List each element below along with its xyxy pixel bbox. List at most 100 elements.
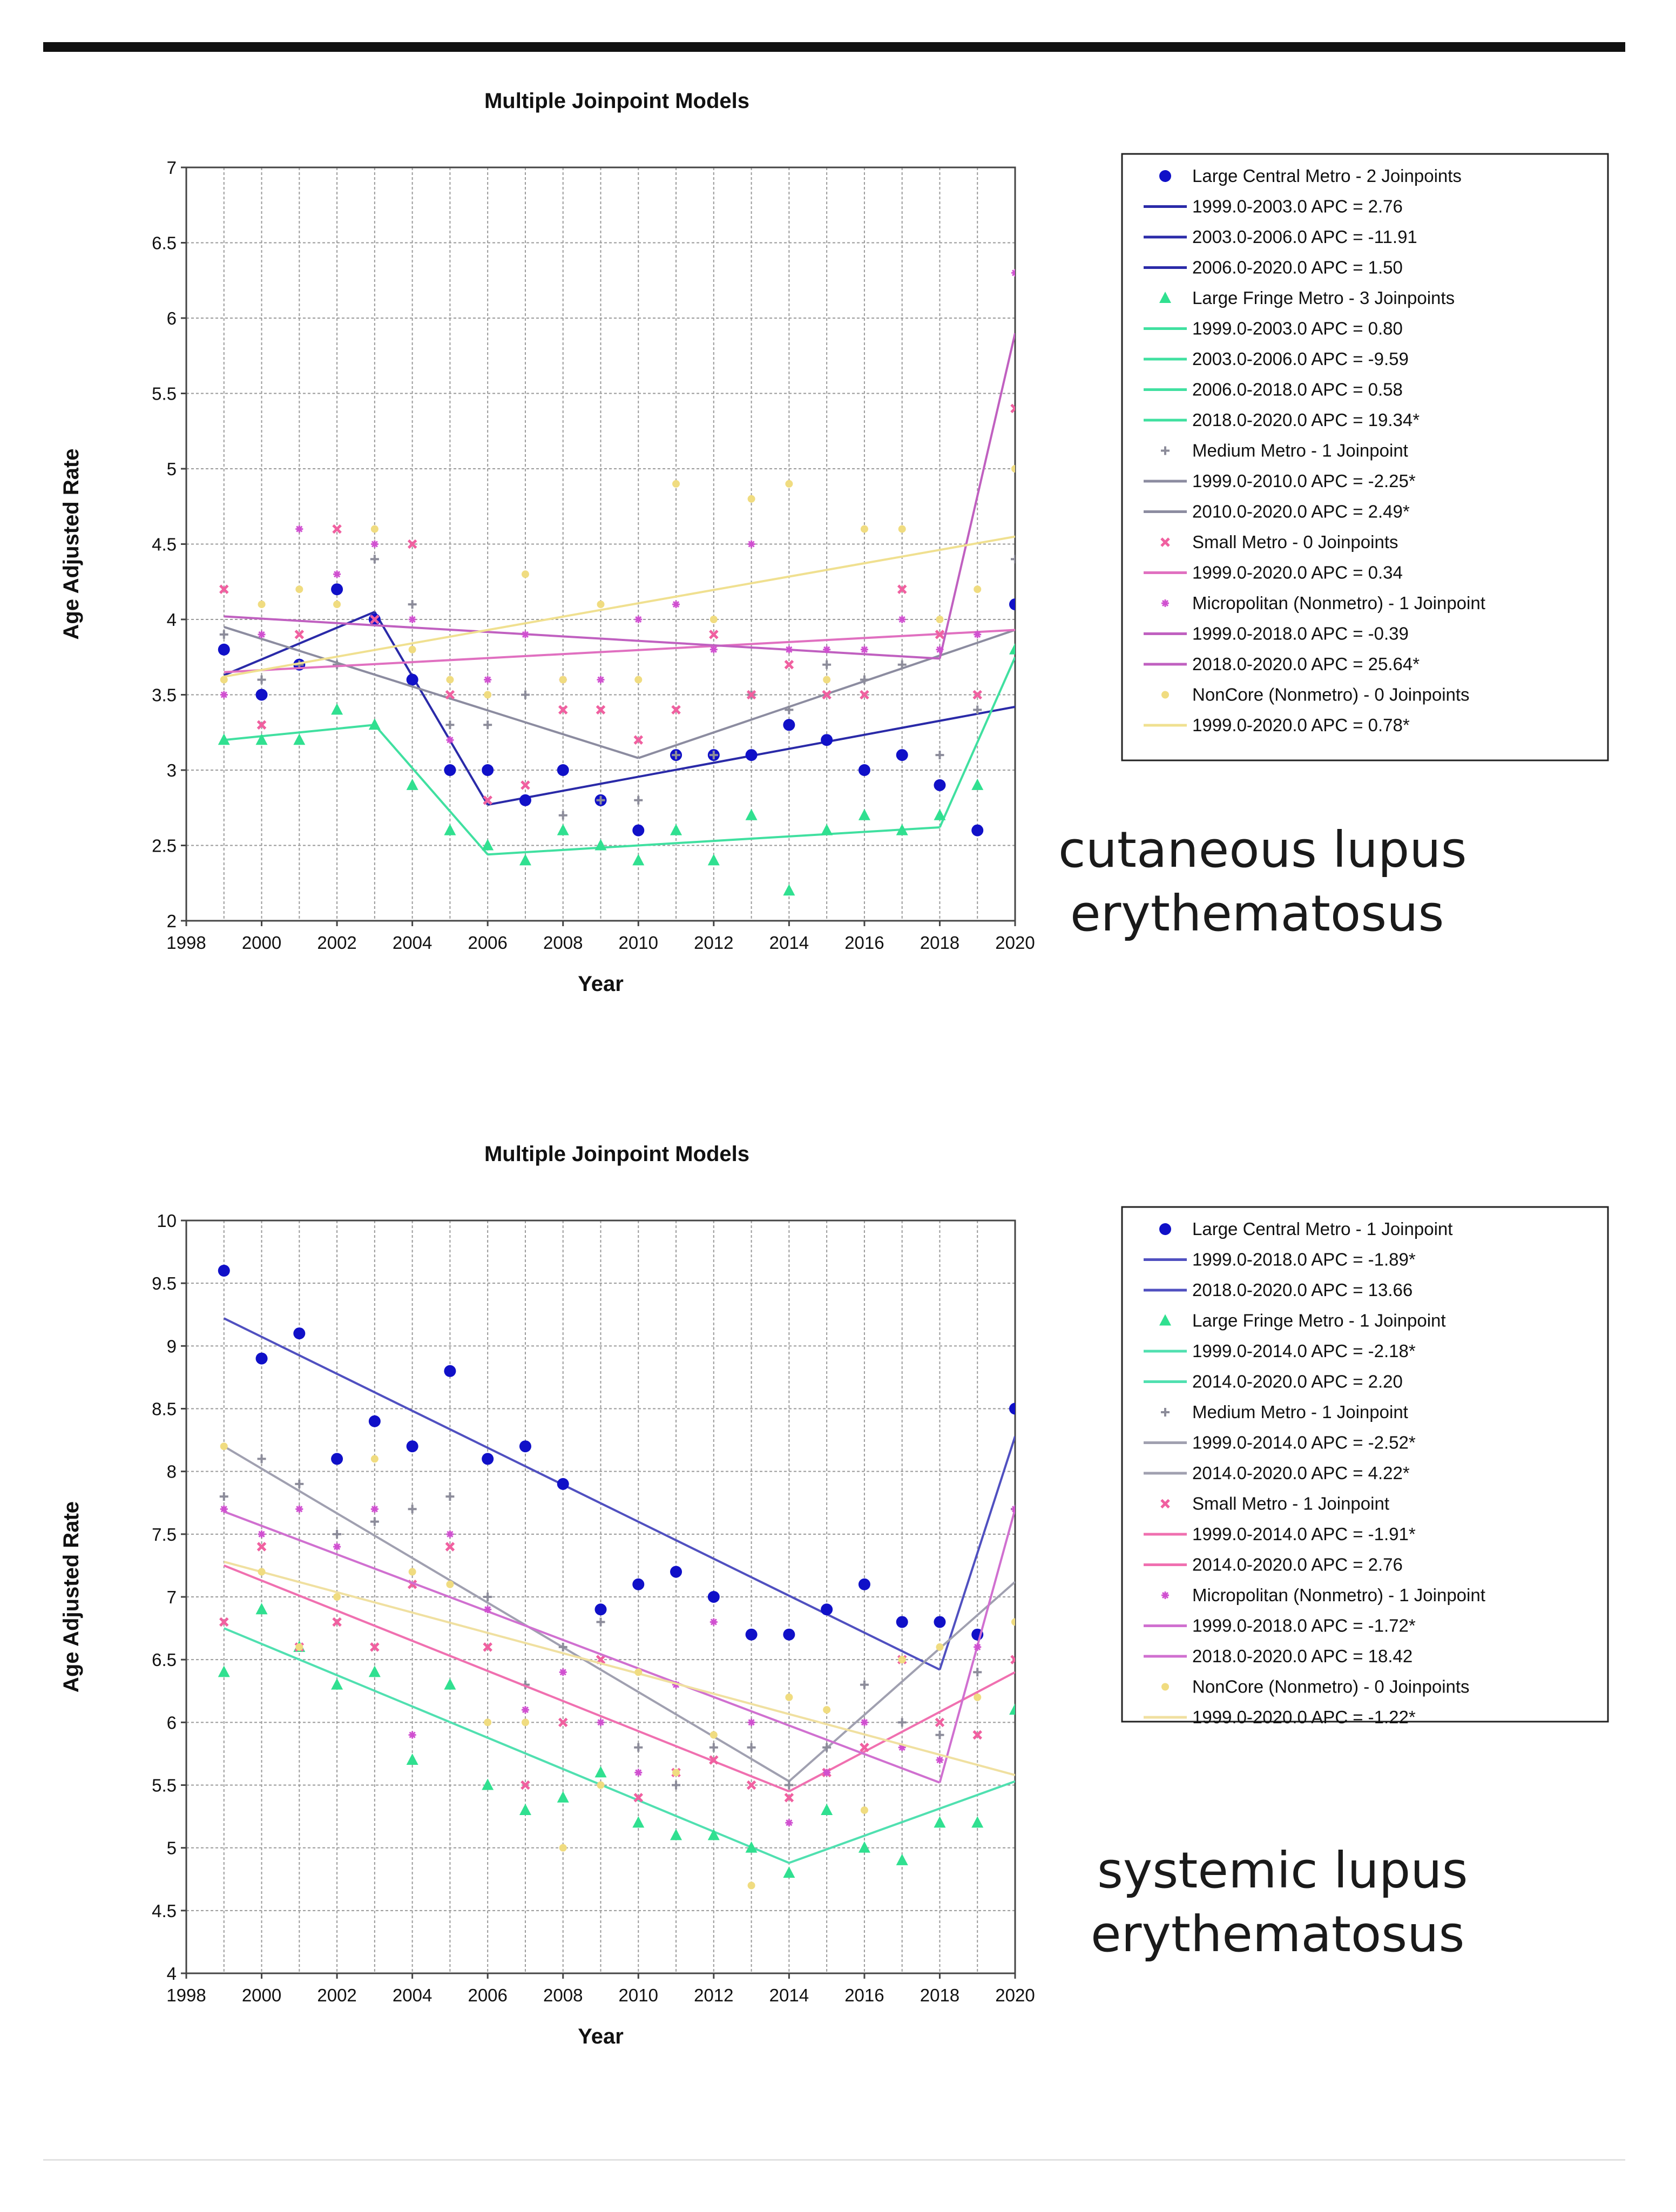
- joinpoint-segment: [224, 1510, 941, 1784]
- data-point: [634, 1668, 643, 1676]
- data-point: [823, 645, 831, 653]
- data-point: [823, 1769, 831, 1777]
- data-point: [370, 1517, 379, 1526]
- joinpoint-segment: [224, 626, 639, 759]
- data-point: [971, 778, 984, 790]
- y-tick-label: 6: [167, 1712, 177, 1732]
- data-point: [784, 659, 794, 670]
- data-point: [898, 525, 906, 533]
- data-point: [368, 718, 381, 730]
- joinpoint-segment: [224, 629, 1015, 673]
- y-tick-label: 8.5: [152, 1399, 177, 1419]
- data-point: [934, 1816, 946, 1828]
- joinpoint-segment: [223, 611, 375, 677]
- x-tick-label: 1998: [166, 933, 206, 953]
- y-tick-label: 4.5: [152, 1901, 177, 1921]
- legend: Large Central Metro - 1 Joinpoint 1999.0-…: [1121, 1206, 1609, 1727]
- data-point: [672, 751, 681, 760]
- y-tick-label: 6.5: [152, 1650, 177, 1670]
- legend-series-name: NonCore (Nonmetro) - 0 Joinpoints: [1192, 1677, 1470, 1697]
- data-point: [445, 1542, 455, 1552]
- x-tick-label: 2014: [769, 1985, 809, 2005]
- data-point: [255, 1603, 268, 1615]
- data-point: [333, 660, 342, 669]
- data-point: [368, 1415, 381, 1427]
- data-point: [860, 690, 869, 700]
- series-2: [218, 643, 1015, 896]
- data-point: [935, 751, 944, 760]
- x-tick-label: 2016: [844, 1985, 884, 2005]
- data-point: [1009, 1703, 1015, 1715]
- data-point: [594, 1766, 607, 1778]
- legend-marker: [1161, 1591, 1169, 1599]
- data-point: [482, 1778, 494, 1790]
- data-point: [860, 1743, 869, 1752]
- series-5: [220, 269, 1015, 744]
- data-point: [1011, 1618, 1015, 1626]
- data-point: [446, 1580, 454, 1588]
- data-point: [331, 1678, 343, 1690]
- data-point: [484, 1606, 492, 1614]
- data-point: [559, 1844, 567, 1852]
- data-point: [446, 676, 454, 684]
- joinpoint-segment: [224, 1564, 790, 1792]
- data-point: [634, 795, 643, 805]
- y-tick-label: 7: [167, 158, 177, 178]
- y-tick-label: 4.5: [152, 535, 177, 555]
- data-point: [972, 1730, 982, 1740]
- data-point: [860, 645, 868, 653]
- data-point: [634, 616, 643, 623]
- data-point: [897, 584, 907, 594]
- data-point: [295, 585, 303, 594]
- x-tick-label: 2014: [769, 933, 809, 953]
- data-point: [444, 824, 456, 835]
- cle-caption-line-2: erythematosus: [1070, 885, 1444, 942]
- x-tick-label: 2012: [694, 1985, 733, 2005]
- data-point: [597, 676, 605, 684]
- data-point: [709, 616, 718, 623]
- legend-series-name: Micropolitan (Nonmetro) - 1 Joinpoint: [1192, 1585, 1485, 1605]
- y-tick-label: 2.5: [152, 836, 177, 856]
- legend-marker: [1160, 1499, 1170, 1509]
- legend-segment-label: 2018.0-2020.0 APC = 13.66: [1192, 1280, 1413, 1300]
- legend-segment-label: 2003.0-2006.0 APC = -9.59: [1192, 349, 1409, 369]
- data-point: [482, 1453, 494, 1465]
- data-point: [484, 1718, 492, 1727]
- joinpoint-segment: [224, 615, 940, 660]
- data-point: [632, 854, 645, 866]
- data-point: [709, 751, 718, 760]
- x-tick-label: 2004: [393, 933, 432, 953]
- legend-segment-label: 2010.0-2020.0 APC = 2.49*: [1192, 502, 1410, 522]
- data-point: [482, 839, 494, 851]
- x-tick-label: 2008: [543, 933, 583, 953]
- data-point: [596, 795, 605, 805]
- data-point: [1011, 465, 1015, 473]
- data-point: [707, 1829, 720, 1840]
- data-point: [821, 1803, 833, 1815]
- data-point: [823, 676, 831, 684]
- joinpoint-segment: [224, 1627, 790, 1864]
- legend-segment-label: 1999.0-2018.0 APC = -0.39: [1192, 624, 1409, 644]
- data-point: [974, 1643, 982, 1651]
- data-point: [521, 1718, 529, 1727]
- data-point: [1009, 598, 1015, 611]
- data-point: [294, 630, 305, 639]
- data-point: [519, 1803, 531, 1815]
- joinpoint-segment: [224, 1561, 1015, 1776]
- data-point: [446, 1530, 454, 1538]
- data-point: [785, 705, 794, 714]
- data-point: [860, 1718, 868, 1727]
- data-point: [746, 1780, 756, 1790]
- data-point: [521, 630, 529, 638]
- data-point: [897, 660, 907, 669]
- y-tick-label: 4: [167, 610, 177, 630]
- data-point: [258, 601, 266, 609]
- data-point: [559, 676, 567, 684]
- data-point: [934, 1616, 946, 1628]
- data-point: [256, 1542, 267, 1552]
- cle-caption: cutaneous lupus erythematosus: [1058, 818, 1467, 946]
- data-point: [596, 705, 606, 715]
- data-point: [557, 1791, 569, 1803]
- data-point: [822, 660, 832, 669]
- data-point: [858, 1578, 870, 1590]
